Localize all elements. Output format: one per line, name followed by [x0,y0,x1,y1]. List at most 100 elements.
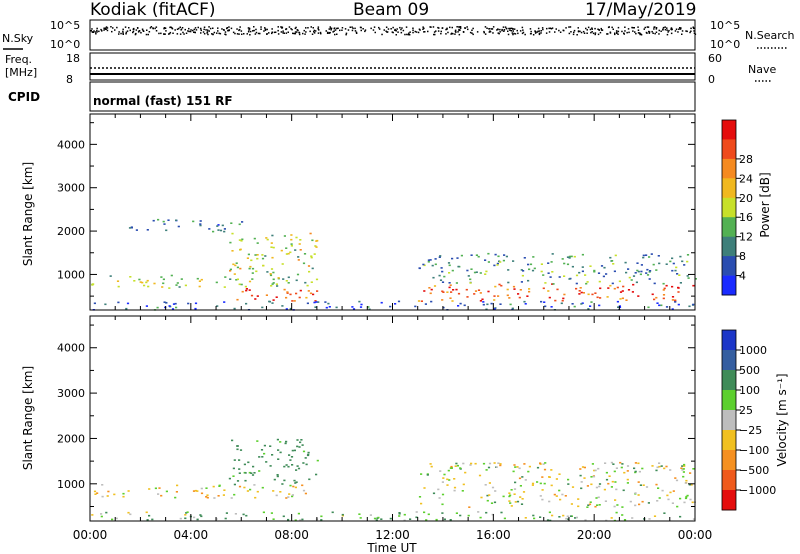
beam-title: Beam 09 [353,0,429,20]
scatter-cell [457,292,461,295]
scatter-cell [441,299,444,301]
scatter-cell [487,466,491,469]
scatter-cell [446,291,449,293]
scatter-cell [631,291,634,293]
velocity-colorbar-label: Velocity [m s⁻¹] [775,373,789,466]
noise-point [606,33,608,35]
noise-point [141,28,144,30]
scatter-cell [511,307,514,310]
noise-point [572,33,575,36]
noise-point [615,30,618,32]
noise-point [601,29,604,31]
scatter-cell [351,306,354,308]
colorbar-segment [722,236,736,257]
scatter-cell [352,308,356,310]
scatter-cell [619,298,622,300]
scatter-cell [192,220,195,223]
scatter-cell [614,499,617,501]
scatter-cell [272,518,275,520]
noise-point [412,27,414,29]
noise-point [454,33,456,35]
noise-point [530,30,532,33]
scatter-cell [300,439,303,441]
noise-point [658,29,660,32]
scatter-cell [499,261,502,263]
scatter-cell [462,483,465,486]
noise-point [446,27,448,30]
scatter-cell [104,303,107,306]
noise-point [483,30,485,33]
scatter-cell [563,293,566,296]
scatter-cell [341,514,344,517]
noise-point [512,28,514,30]
noise-point [501,28,503,31]
scatter-cell [521,274,524,277]
scatter-cell [438,256,441,258]
scatter-cell [316,290,319,292]
noise-point [402,29,405,32]
noise-point [447,31,449,34]
scatter-cell [287,282,290,284]
scatter-cell [542,287,545,290]
noise-point [577,30,580,33]
noise-point [354,30,357,32]
scatter-cell [468,506,471,508]
noise-point [633,27,635,29]
noise-point [390,28,392,30]
scatter-cell [641,500,644,503]
noise-point [142,30,145,32]
noise-point [446,28,448,30]
scatter-cell [275,283,278,285]
scatter-cell [245,514,248,517]
noise-point [484,26,487,28]
noise-point [132,30,135,33]
colorbar-frame [721,119,737,296]
scatter-cell [369,514,372,516]
scatter-cell [463,304,466,307]
scatter-cell [590,476,593,478]
noise-tick-low-right: 10^0 [710,38,740,51]
scatter-cell [314,306,317,308]
scatter-cell [533,517,536,520]
scatter-cell [682,475,685,478]
scatter-cell [580,481,583,483]
noise-point [652,32,654,34]
noise-point [155,30,158,32]
scatter-cell [442,291,445,293]
scatter-cell [683,465,686,467]
scatter-cell [222,494,225,496]
noise-point [648,32,651,34]
scatter-cell [599,297,602,299]
noise-point [458,29,460,32]
scatter-cell [282,278,285,280]
scatter-cell [598,304,601,307]
colorbar-segment [722,139,736,160]
scatter-cell [302,262,306,265]
scatter-cell [269,465,272,467]
scatter-cell [438,497,441,499]
scatter-cell [479,516,482,519]
noise-point [294,32,297,35]
scatter-cell [584,519,587,521]
noise-point [472,27,474,30]
scatter-cell [598,504,601,506]
noise-point [152,27,154,29]
scatter-cell [429,463,432,465]
scatter-cell [539,463,542,465]
scatter-cell [290,243,293,245]
scatter-cell [616,286,619,289]
scatter-cell [341,513,344,516]
noise-point [328,28,330,30]
scatter-cell [308,478,311,481]
noise-point [476,31,479,33]
scatter-cell [165,302,168,304]
noise-point [435,30,437,32]
noise-point [111,30,113,33]
scatter-cell [271,256,274,259]
scatter-cell [165,490,168,493]
scatter-cell [286,291,289,293]
scatter-cell [495,466,498,468]
time-tick-label: 08:00 [274,528,309,542]
noise-point [92,31,95,33]
